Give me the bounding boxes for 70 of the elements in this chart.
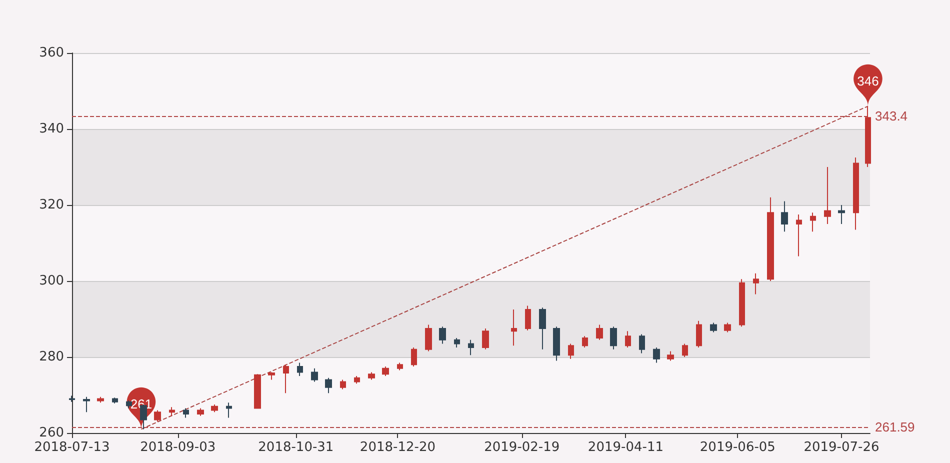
candlestick bbox=[596, 324, 603, 340]
candlestick bbox=[154, 410, 161, 422]
y-tick-label: 260 bbox=[39, 426, 64, 440]
candlestick bbox=[724, 322, 731, 333]
candlestick bbox=[810, 212, 816, 232]
candlestick bbox=[568, 343, 574, 360]
candlestick bbox=[753, 272, 759, 295]
candlestick bbox=[211, 404, 218, 413]
x-tick-label: 2019-02-19 bbox=[484, 440, 560, 455]
candlestick bbox=[425, 324, 432, 352]
y-tick-label: 320 bbox=[39, 198, 64, 212]
candlestick bbox=[653, 347, 660, 364]
candlestick bbox=[382, 366, 389, 376]
candlestick bbox=[739, 278, 745, 328]
candlestick bbox=[767, 196, 774, 282]
candlestick bbox=[553, 326, 560, 362]
candlestick bbox=[468, 339, 474, 356]
y-tick-label: 340 bbox=[39, 122, 64, 136]
candlestick bbox=[368, 372, 375, 380]
x-tick-label: 2019-07-26 bbox=[804, 440, 880, 455]
candlestick bbox=[667, 350, 674, 362]
candlestick bbox=[511, 309, 517, 346]
candlestick bbox=[525, 305, 531, 331]
candlestick bbox=[340, 379, 346, 390]
x-tick-label: 2019-04-11 bbox=[588, 440, 664, 455]
candlestick bbox=[853, 157, 859, 230]
candlestick bbox=[838, 204, 845, 224]
candlestick bbox=[97, 396, 104, 404]
candlestick bbox=[311, 368, 318, 382]
x-tick-label: 2018-12-20 bbox=[360, 440, 436, 455]
candlestick bbox=[254, 374, 261, 409]
candlestick bbox=[582, 336, 588, 348]
candlestick bbox=[297, 362, 303, 376]
y-tick-label: 280 bbox=[39, 350, 64, 364]
candlestick bbox=[610, 326, 617, 350]
candlestick bbox=[226, 402, 232, 418]
candlestick bbox=[781, 200, 788, 232]
candlestick bbox=[439, 326, 446, 344]
annotation: 346 bbox=[857, 74, 879, 89]
candlestick bbox=[682, 343, 688, 358]
candlestick bbox=[268, 372, 275, 380]
candlestick bbox=[325, 377, 332, 394]
candlestick bbox=[83, 396, 90, 413]
candlestick bbox=[710, 322, 717, 333]
candlestick bbox=[824, 166, 831, 224]
candlestick bbox=[639, 334, 645, 354]
x-tick-label: 2018-09-03 bbox=[140, 440, 216, 455]
ref-line-label: 343.4 bbox=[875, 108, 908, 124]
candlestick bbox=[411, 347, 417, 367]
y-tick-label: 300 bbox=[39, 274, 64, 288]
candlestick bbox=[283, 364, 289, 394]
candlestick bbox=[482, 328, 489, 350]
candlestick bbox=[126, 400, 132, 409]
candlestick bbox=[454, 338, 460, 348]
ref-line-label: 261.59 bbox=[875, 419, 915, 434]
candlestick bbox=[183, 408, 189, 418]
candlestick bbox=[397, 362, 403, 371]
candlestick bbox=[197, 408, 204, 416]
candlestick bbox=[625, 330, 631, 348]
candlestick bbox=[354, 376, 360, 384]
x-tick-label: 2018-07-13 bbox=[34, 440, 110, 455]
candlestick bbox=[112, 397, 118, 404]
x-tick-label: 2018-10-31 bbox=[258, 440, 334, 455]
candlestick bbox=[539, 307, 546, 350]
candlestick bbox=[796, 214, 802, 257]
candlestick bbox=[696, 320, 702, 348]
x-tick-label: 2019-06-05 bbox=[700, 440, 776, 455]
candlestick bbox=[169, 406, 175, 416]
y-tick-label: 360 bbox=[39, 46, 64, 60]
candlestick bbox=[69, 395, 75, 402]
